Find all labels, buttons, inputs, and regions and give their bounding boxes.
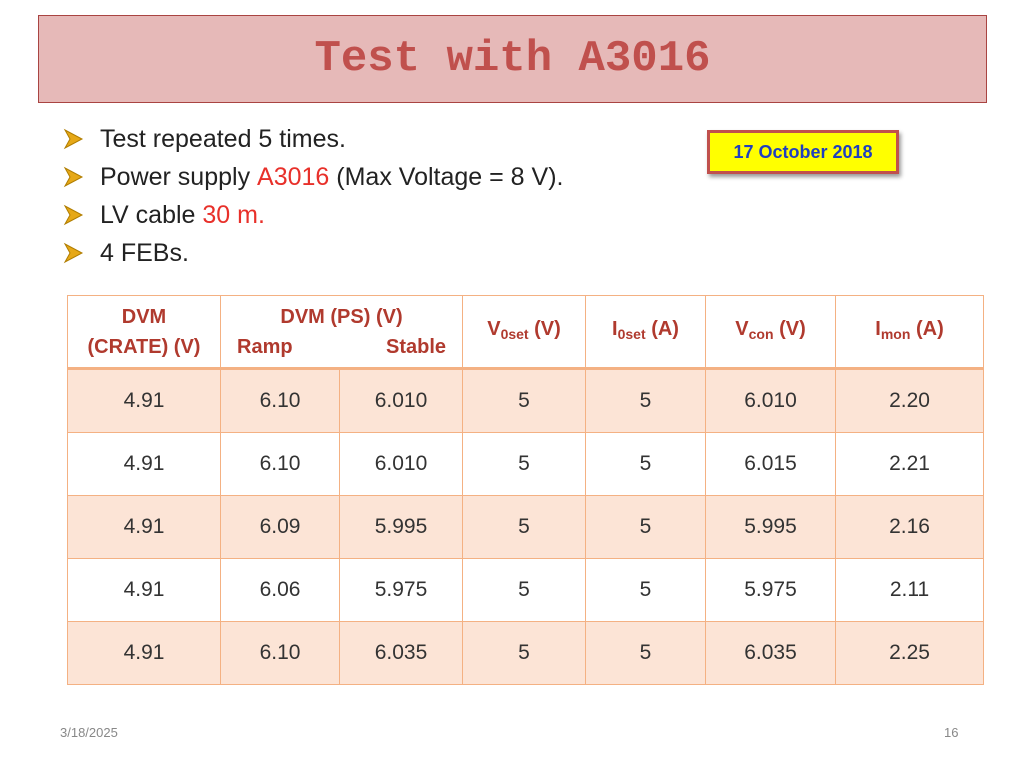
bullet-item: LV cable 30 m. <box>62 196 563 234</box>
header-text: (A) <box>910 318 944 340</box>
table-cell: 2.25 <box>835 621 985 685</box>
table-cell: 6.035 <box>705 621 837 685</box>
header-text: V <box>735 318 749 340</box>
title-box: Test with A3016 <box>38 15 987 103</box>
table-cell: 6.06 <box>220 558 340 622</box>
data-table: DVM (CRATE) (V) DVM (PS) (V) Ramp Stable V0… <box>67 295 985 685</box>
bullet-text: 4 FEBs. <box>100 238 189 267</box>
bullet-arrow <box>63 242 84 264</box>
table-cell: 4.91 <box>67 495 221 559</box>
bullet-item: Test repeated 5 times. <box>62 120 563 158</box>
header-text: DVM (PS) (V) <box>280 305 403 328</box>
table-cell: 6.09 <box>220 495 340 559</box>
bullet-arrow <box>63 204 84 226</box>
table-cell: 6.10 <box>220 368 340 433</box>
header-text: V <box>487 318 501 340</box>
header-cell: Imon (A) <box>835 295 985 370</box>
header-cell: DVM (CRATE) (V) <box>67 295 221 370</box>
table-cell: 5.975 <box>705 558 837 622</box>
table-cell: 4.91 <box>67 368 221 433</box>
table-cell: 6.010 <box>705 368 837 433</box>
table-cell: 6.010 <box>338 368 464 433</box>
table-row: 4.91 6.09 5.995 5 5 5.995 2.16 <box>67 495 985 559</box>
table-cell: 5.995 <box>338 495 464 559</box>
bullet-item: 4 FEBs. <box>62 234 563 272</box>
bullet-item: Power supply A3016 (Max Voltage = 8 V). <box>62 158 563 196</box>
bullet-text: A3016 <box>257 162 330 191</box>
header-text: (V) <box>528 318 561 340</box>
table-cell: 5 <box>585 432 707 496</box>
table-cell: 2.11 <box>835 558 985 622</box>
bullet-text: LV cable <box>100 200 203 229</box>
table-cell: 5 <box>462 368 587 433</box>
table-cell: 6.10 <box>220 432 340 496</box>
bullet-text: 30 m. <box>202 200 265 229</box>
bullet-text: Test repeated 5 times. <box>100 124 346 153</box>
header-subscript: mon <box>880 326 911 342</box>
header-row: DVM (CRATE) (V) DVM (PS) (V) Ramp Stable V0… <box>67 295 985 370</box>
table-cell: 5 <box>585 558 707 622</box>
header-cell: DVM (PS) (V) Ramp Stable <box>219 295 464 370</box>
bullet-arrow <box>63 128 84 150</box>
footer-date: 3/18/2025 <box>60 725 118 740</box>
header-text: Ramp <box>237 335 293 358</box>
table-cell: 4.91 <box>67 432 221 496</box>
table-cell: 5 <box>585 495 707 559</box>
header-text: (A) <box>645 318 679 340</box>
header-text: (V) <box>773 318 806 340</box>
bullet-list: Test repeated 5 times. Power supply A3016… <box>62 120 563 272</box>
header-cell: Vcon (V) <box>705 295 837 370</box>
header-cell: I0set (A) <box>585 295 707 370</box>
table-cell: 5 <box>462 495 587 559</box>
header-subscript: con <box>748 326 774 342</box>
table-cell: 5 <box>585 368 707 433</box>
table-cell: 4.91 <box>67 558 221 622</box>
table-cell: 6.10 <box>220 621 340 685</box>
header-text: I <box>875 318 881 340</box>
header-text: Stable <box>385 335 447 358</box>
table-cell: 5.975 <box>338 558 464 622</box>
table-row: 4.91 6.10 6.035 5 5 6.035 2.25 <box>67 621 985 685</box>
header-cell: V0set (V) <box>462 295 587 370</box>
table-row: 4.91 6.10 6.010 5 5 6.015 2.21 <box>67 432 985 496</box>
page-number: 16 <box>944 725 959 740</box>
header-text: I <box>612 318 618 340</box>
table-row: 4.91 6.06 5.975 5 5 5.975 2.11 <box>67 558 985 622</box>
bullet-text: (Max Voltage = 8 V). <box>329 162 564 191</box>
bullet-arrow <box>63 166 84 188</box>
header-subscript: 0set <box>617 326 646 342</box>
title: Test with A3016 <box>314 34 711 84</box>
table-cell: 2.20 <box>835 368 985 433</box>
table-cell: 6.010 <box>338 432 464 496</box>
table-cell: 5 <box>585 621 707 685</box>
table-cell: 2.21 <box>835 432 985 496</box>
header-text: (CRATE) (V) <box>87 335 201 358</box>
table-cell: 6.015 <box>705 432 837 496</box>
table-cell: 5 <box>462 621 587 685</box>
table-cell: 5 <box>462 432 587 496</box>
table-cell: 5 <box>462 558 587 622</box>
header-subscript: 0set <box>500 326 529 342</box>
table-row: 4.91 6.10 6.010 5 5 6.010 2.20 <box>67 368 985 433</box>
header-text: DVM <box>121 305 167 328</box>
bullet-text: Power supply <box>100 162 258 191</box>
table-cell: 2.16 <box>835 495 985 559</box>
table-cell: 5.995 <box>705 495 837 559</box>
date-badge: 17 October 2018 <box>707 130 899 174</box>
table-cell: 6.035 <box>338 621 464 685</box>
table-cell: 4.91 <box>67 621 221 685</box>
